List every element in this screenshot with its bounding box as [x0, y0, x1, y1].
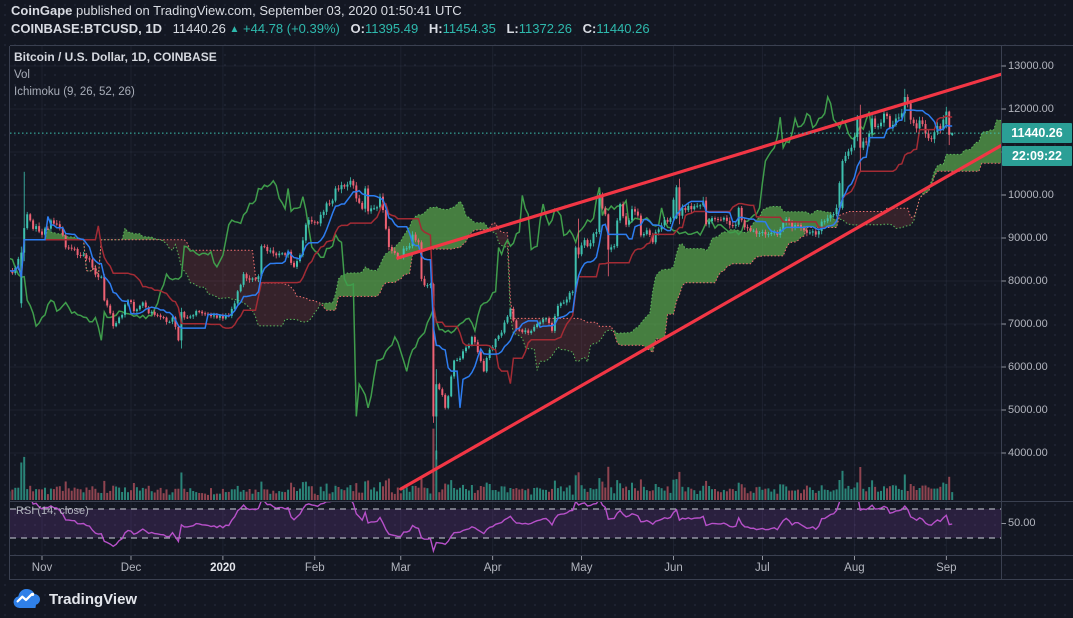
brand-name: TradingView: [49, 590, 138, 608]
ichimoku-cloud: [10, 119, 1002, 371]
price-axis-label: 4000.00: [1008, 446, 1048, 459]
low-label: L:: [506, 21, 519, 36]
high-value: 11454.35: [442, 21, 496, 36]
publish-info: published on TradingView.com, September …: [72, 3, 462, 18]
last-price: 11440.26: [172, 21, 226, 36]
tenkan-conversion-line: [10, 109, 953, 408]
cloud-logo-icon: [13, 588, 41, 608]
price-axis-label: 6000.00: [1008, 360, 1048, 373]
time-axis-label: Mar: [390, 562, 411, 574]
price-axis-label: 13000.00: [1008, 59, 1054, 72]
price-change: +44.78 (+0.39%): [243, 21, 340, 36]
symbol-name: COINBASE:BTCUSD, 1D: [11, 21, 162, 36]
grid-lines: [10, 46, 1002, 554]
volume-bars: [10, 428, 954, 500]
time-axis-label: Jul: [755, 562, 770, 574]
publish-header: CoinGape published on TradingView.com, S…: [11, 3, 462, 18]
chikou-span-line: [10, 94, 876, 417]
close-value: 11440.26: [596, 21, 650, 36]
price-axis-label: 8000.00: [1008, 274, 1048, 287]
rsi-axis-label: 50.00: [1008, 517, 1036, 529]
open-label: O:: [350, 21, 365, 36]
price-axis-label: 7000.00: [1008, 317, 1048, 330]
legend-volume[interactable]: Vol: [14, 69, 30, 81]
symbol-header: COINBASE:BTCUSD, 1D 11440.26 ▲ +44.78 (+…: [11, 21, 650, 36]
time-axis-label: May: [570, 562, 593, 574]
price-axis-label: 12000.00: [1008, 102, 1054, 115]
time-axis-label: Aug: [844, 562, 865, 574]
high-label: H:: [428, 21, 443, 36]
price-axis-label: 5000.00: [1008, 403, 1048, 416]
time-axis-label: Feb: [304, 562, 325, 574]
up-arrow-icon: ▲: [229, 24, 240, 35]
trendlines[interactable]: [396, 72, 1006, 491]
time-axis-label: 2020: [210, 562, 236, 574]
time-axis-label: Dec: [120, 562, 142, 574]
candlestick-series: [10, 88, 954, 460]
low-value: 11372.26: [518, 21, 572, 36]
time-axis-label: Nov: [31, 562, 53, 574]
kijun-base-line: [10, 115, 953, 384]
price-axis-label: 9000.00: [1008, 231, 1048, 244]
publisher-name: CoinGape: [11, 3, 73, 18]
rsi-line: [31, 502, 953, 554]
rsi-pane: [10, 502, 1002, 554]
time-axis-label: Sep: [936, 562, 957, 574]
time-axis-label: Jun: [664, 562, 683, 574]
open-value: 11395.49: [364, 21, 419, 36]
price-axis-label: 10000.00: [1008, 188, 1054, 201]
pane-borders: [9, 45, 1073, 580]
current-price-badge: 11440.26: [1002, 123, 1072, 143]
rsi-legend[interactable]: RSI (14, close): [16, 505, 89, 517]
time-axis-label: Apr: [483, 562, 502, 574]
legend-symbol-title[interactable]: Bitcoin / U.S. Dollar, 1D, COINBASE: [14, 50, 217, 64]
legend-ichimoku[interactable]: Ichimoku (9, 26, 52, 26): [14, 86, 135, 98]
tradingview-logo[interactable]: TradingView: [12, 585, 137, 613]
bar-countdown-badge: 22:09:22: [1002, 146, 1072, 166]
close-label: C:: [582, 21, 597, 36]
